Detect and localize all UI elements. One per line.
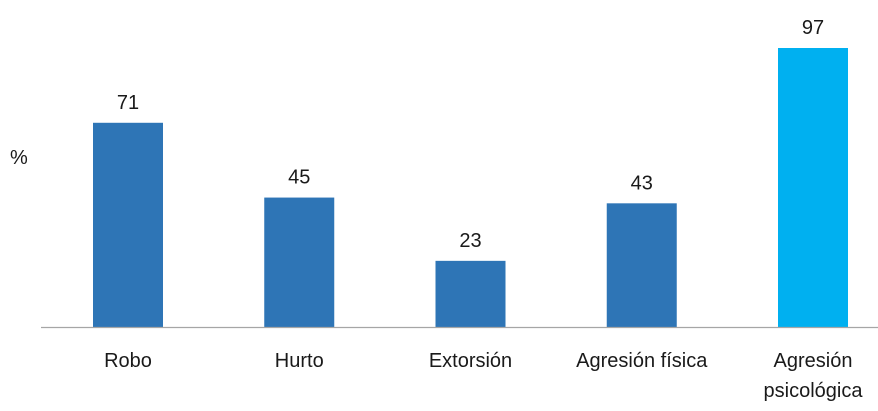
value-label-4: 43 (631, 172, 653, 194)
value-label-1: 71 (117, 92, 139, 114)
category-label-5-line-1: Agresión (774, 350, 853, 372)
value-label-5: 97 (802, 17, 824, 39)
bar-5 (778, 48, 848, 327)
category-label-4: Agresión física (576, 350, 708, 372)
category-label-2: Hurto (275, 350, 324, 372)
category-label-1: Robo (104, 350, 152, 372)
bars-group (93, 48, 848, 327)
value-label-2: 45 (288, 167, 310, 189)
y-axis-label: % (10, 147, 28, 169)
bar-2 (264, 197, 335, 327)
category-label-5-line-2: psicológica (764, 380, 864, 402)
bar-1 (93, 122, 163, 327)
bar-3 (435, 260, 506, 327)
value-labels-group: 71 45 23 43 97 (117, 17, 824, 252)
value-label-3: 23 (459, 230, 481, 252)
bar-4 (606, 203, 677, 327)
category-labels-group: Robo Hurto Extorsión Agresión física Agresió… (104, 350, 863, 402)
category-label-3: Extorsión (429, 350, 512, 372)
